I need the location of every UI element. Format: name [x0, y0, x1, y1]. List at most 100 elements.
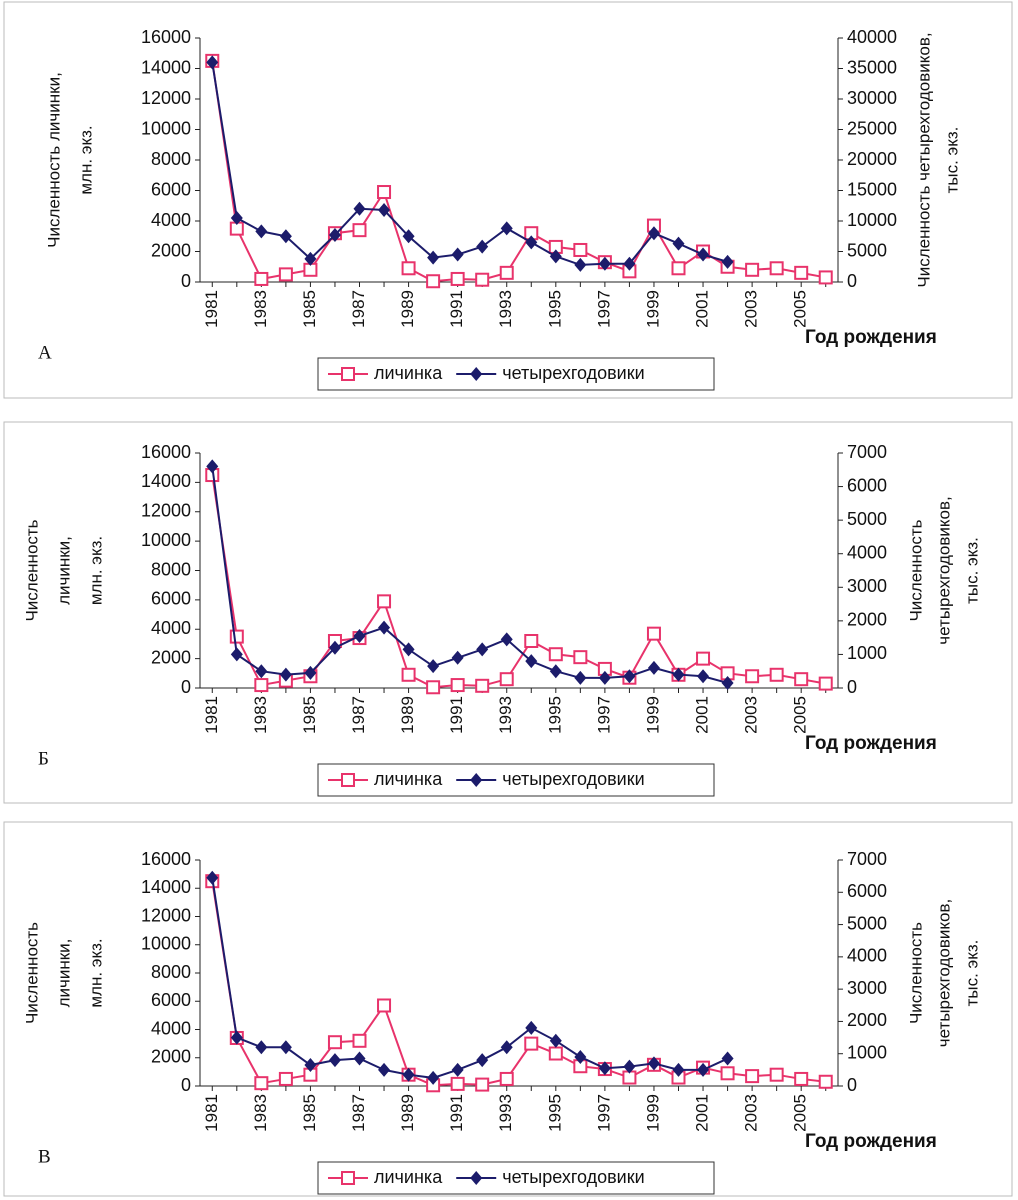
marker: [696, 651, 711, 666]
marker: [377, 185, 392, 200]
marker: [745, 1069, 760, 1084]
marker: [402, 642, 415, 657]
marker: [745, 669, 760, 684]
marker: [647, 660, 660, 675]
marker: [278, 267, 293, 282]
marker: [720, 1066, 735, 1081]
series-line: [211, 877, 728, 1079]
y-tick-label: 0: [181, 1075, 191, 1095]
marker: [499, 1071, 514, 1086]
y2-tick-label: 3000: [847, 978, 887, 998]
y2-axis-title: Численность: [906, 922, 925, 1024]
series-line: [211, 62, 728, 266]
marker: [499, 672, 514, 687]
marker: [623, 669, 636, 684]
marker: [426, 274, 441, 289]
y-axis-title: млн. экз.: [76, 125, 95, 194]
marker: [745, 262, 760, 277]
y2-tick-label: 6000: [847, 475, 887, 495]
chart-panel: 0 2000 4000 6000 8000 10000 12000 14000 16000 0 10…: [3, 421, 1013, 804]
marker: [279, 667, 292, 682]
marker: [598, 1061, 611, 1076]
marker: [450, 1076, 465, 1091]
marker: [697, 669, 710, 684]
panel-letter: В: [38, 1146, 51, 1167]
y-tick-label: 14000: [141, 57, 191, 77]
marker: [206, 870, 219, 885]
y2-axis-title: Численность: [906, 519, 925, 621]
marker: [647, 226, 660, 241]
y-tick-label: 0: [181, 271, 191, 291]
marker: [341, 773, 355, 787]
marker: [304, 665, 317, 680]
marker: [470, 1171, 483, 1185]
x-tick-label: 1981: [202, 696, 221, 734]
marker: [769, 667, 784, 682]
marker: [353, 1051, 366, 1066]
y2-tick-label: 35000: [847, 57, 897, 77]
legend-label: личинка: [374, 1167, 443, 1187]
y2-tick-label: 1000: [847, 1042, 887, 1062]
marker: [427, 1070, 440, 1085]
marker: [427, 659, 440, 674]
marker: [672, 1062, 685, 1077]
marker: [470, 367, 483, 381]
x-tick-label: 1991: [447, 1094, 466, 1132]
marker: [598, 670, 611, 685]
marker: [327, 1035, 342, 1050]
marker: [573, 242, 588, 257]
y2-tick-label: 4000: [847, 542, 887, 562]
y2-axis-title: Численность четырехгодовиков,: [914, 32, 933, 287]
marker: [401, 261, 416, 276]
marker: [279, 229, 292, 244]
marker: [254, 1076, 269, 1091]
marker: [255, 1040, 268, 1055]
marker: [255, 664, 268, 679]
marker: [470, 773, 483, 787]
y-axis-title: млн. экз.: [86, 536, 105, 605]
marker: [549, 1033, 562, 1048]
y-tick-label: 10000: [141, 530, 191, 550]
y2-tick-label: 3000: [847, 576, 887, 596]
marker: [524, 1036, 539, 1051]
marker: [697, 1062, 710, 1077]
y-tick-label: 4000: [151, 618, 191, 638]
x-tick-label: 1985: [300, 1094, 319, 1132]
panel-frame: [3, 821, 1013, 1197]
marker: [450, 678, 465, 693]
y2-axis-title: четырехгодовиков,: [934, 496, 953, 644]
x-tick-label: 1997: [594, 1094, 613, 1132]
y2-tick-label: 0: [847, 677, 857, 697]
x-tick-label: 1989: [398, 1094, 417, 1132]
x-tick-label: 1987: [349, 1094, 368, 1132]
chart-panel: 0 2000 4000 6000 8000 10000 12000 14000 16000 0 10…: [3, 821, 1013, 1197]
y-tick-label: 16000: [141, 849, 191, 869]
x-tick-label: 1987: [349, 696, 368, 734]
marker: [402, 1067, 415, 1082]
marker: [377, 594, 392, 609]
y-tick-label: 10000: [141, 934, 191, 954]
x-tick-label: 1991: [447, 290, 466, 328]
legend-label: четырехгодовики: [502, 1167, 644, 1187]
y-tick-label: 6000: [151, 990, 191, 1010]
y-axis-title: Численность: [22, 519, 41, 621]
marker: [402, 229, 415, 244]
marker: [794, 265, 809, 280]
x-tick-label: 1999: [643, 290, 662, 328]
y2-tick-label: 20000: [847, 149, 897, 169]
x-axis-title: Год рождения: [805, 733, 937, 754]
marker: [769, 1067, 784, 1082]
marker: [549, 249, 562, 264]
marker: [525, 654, 538, 669]
y-tick-label: 16000: [141, 442, 191, 462]
marker: [721, 1051, 734, 1066]
y2-tick-label: 15000: [847, 179, 897, 199]
y2-tick-label: 40000: [847, 27, 897, 47]
marker: [671, 261, 686, 276]
marker: [206, 55, 219, 70]
marker: [254, 678, 269, 693]
y-axis-title: Численность личинки,: [44, 72, 63, 248]
y-tick-label: 4000: [151, 1018, 191, 1038]
y2-axis-title: тыс. экз.: [962, 940, 981, 1007]
panel-letter: А: [38, 342, 52, 363]
